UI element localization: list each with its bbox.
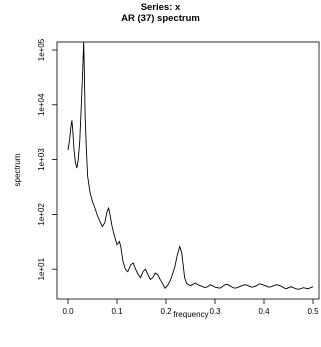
- x-tick-label: 0.2: [160, 307, 172, 316]
- y-tick-label: 1e+03: [37, 148, 46, 171]
- y-axis: 1e+01 1e+02 1e+03 1e+04 1e+05: [37, 38, 57, 280]
- y-axis-label: spectrum: [13, 153, 22, 186]
- x-tick-label: 0.3: [209, 307, 221, 316]
- x-axis: 0.0 0.1 0.2 0.3 0.4 0.5: [62, 299, 319, 316]
- x-axis-label: frequency: [173, 310, 208, 319]
- y-tick-label: 1e+01: [37, 257, 46, 280]
- chart-title: Series: x: [140, 2, 181, 13]
- x-tick-label: 0.0: [62, 307, 74, 316]
- spectrum-line: [67, 41, 314, 290]
- y-tick-label: 1e+02: [37, 203, 46, 226]
- plot-box: [56, 41, 320, 300]
- y-tick-label: 1e+05: [37, 38, 46, 61]
- y-tick-label: 1e+04: [37, 93, 46, 116]
- x-tick-label: 0.5: [307, 307, 319, 316]
- x-tick-label: 0.4: [258, 307, 270, 316]
- chart-subtitle: AR (37) spectrum: [121, 13, 200, 24]
- x-tick-label: 0.1: [111, 307, 123, 316]
